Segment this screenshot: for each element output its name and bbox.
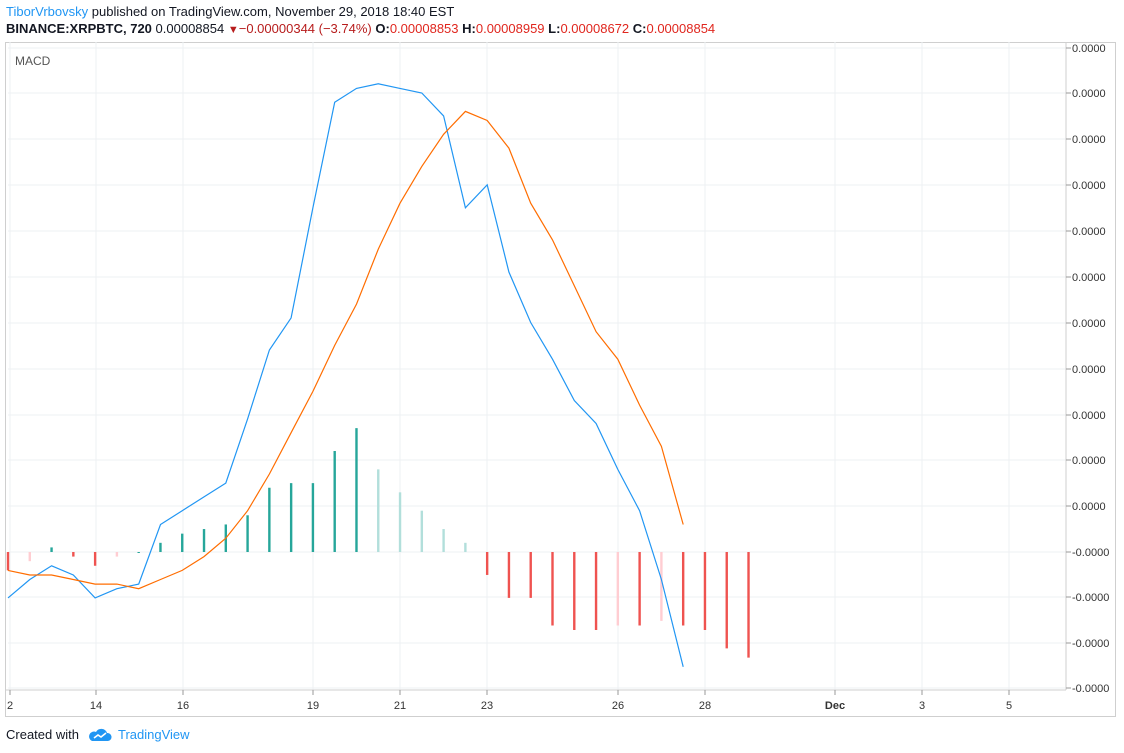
y-tick-label: 0.0000 [1072,43,1106,55]
x-tick-label: 19 [307,700,319,712]
chart-header: TiborVrbovsky published on TradingView.c… [6,4,715,38]
x-tick-label: 3 [919,700,925,712]
y-tick-label: 0.0000 [1072,364,1106,376]
author-link[interactable]: TiborVrbovsky [6,4,89,19]
y-tick-label: 0.0000 [1072,180,1106,192]
close-label: C: [632,21,647,36]
x-tick-label: 21 [394,700,406,712]
y-tick-label: 0.0000 [1072,272,1106,284]
x-axis: 2 14 16 19 21 23 26 28 Dec 3 5 [7,690,1012,712]
low-label: L: [548,21,561,36]
y-tick-label: -0.0000 [1072,638,1109,650]
y-tick-label: 0.0000 [1072,134,1106,146]
y-tick-label: 0.0000 [1072,88,1106,100]
y-tick-label: 0.0000 [1072,501,1106,513]
tradingview-cloud-icon[interactable] [88,728,112,742]
y-tick-label: -0.0000 [1072,547,1109,559]
y-tick-label: 0.0000 [1072,226,1106,238]
symbol-line: BINANCE:XRPBTC, 720 0.00008854 ▼−0.00000… [6,21,715,38]
high-value: 0.00008959 [475,21,545,36]
chart-frame[interactable] [5,42,1116,717]
last-price: 0.00008854 [155,21,225,36]
publish-line: TiborVrbovsky published on TradingView.c… [6,4,715,21]
chart-grid [8,42,1066,690]
y-tick-label: 0.0000 [1072,318,1106,330]
signal-line [7,110,684,590]
x-tick-label: Dec [825,700,845,712]
symbol-label: BINANCE:XRPBTC, 720 [6,21,152,36]
y-tick-label: 0.0000 [1072,455,1106,467]
close-value: 0.00008854 [646,21,716,36]
open-label: O: [375,21,390,36]
y-tick-label: 0.0000 [1072,410,1106,422]
low-value: 0.00008672 [560,21,630,36]
x-tick-label: 28 [699,700,711,712]
tradingview-brand[interactable]: TradingView [117,727,190,742]
price-change: −0.00000344 (−3.74%) [238,21,372,36]
x-tick-label: 16 [177,700,189,712]
published-text: published on TradingView.com, November 2… [91,4,455,19]
x-tick-label: 26 [612,700,624,712]
macd-line [7,83,684,667]
footer: Created with TradingView [6,727,190,742]
y-axis: 0.0000 0.0000 0.0000 0.0000 0.0000 0.0000 0.00… [1066,43,1109,695]
created-with-text: Created with [6,727,79,742]
high-label: H: [462,21,476,36]
x-tick-label: 14 [90,700,102,712]
histogram [6,428,750,658]
y-tick-label: -0.0000 [1072,592,1109,604]
open-value: 0.00008853 [389,21,459,36]
x-tick-label: 5 [1006,700,1012,712]
indicator-title: MACD [15,54,51,68]
x-tick-label: 2 [7,700,13,712]
x-tick-label: 23 [481,700,493,712]
down-triangle-icon: ▼ [227,24,239,36]
y-tick-label: -0.0000 [1072,683,1109,695]
series-lines [7,83,684,667]
